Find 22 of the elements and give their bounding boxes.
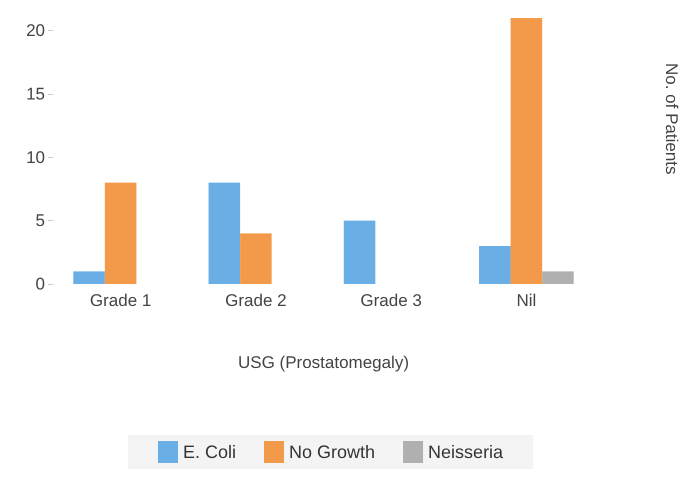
x-axis-title: USG (Prostatomegaly)	[238, 353, 409, 372]
legend-label: Neisseria	[428, 442, 504, 462]
bar	[208, 182, 240, 284]
legend-label: No Growth	[289, 442, 376, 462]
x-tick-label: Grade 2	[225, 291, 287, 310]
y-axis-title: No. of Patients	[662, 63, 681, 175]
x-tick-label: Grade 1	[90, 291, 152, 310]
bar	[479, 246, 511, 284]
y-tick-label: 5	[36, 211, 45, 230]
bar	[542, 271, 574, 284]
x-tick-label: Grade 3	[360, 291, 422, 310]
bar	[240, 233, 272, 284]
y-tick-label: 0	[36, 274, 45, 294]
y-tick-label: 15	[26, 84, 45, 104]
bar	[104, 182, 136, 284]
x-tick-label: Nil	[516, 291, 536, 310]
bar	[73, 271, 105, 284]
bar	[510, 18, 542, 284]
legend-label: E. Coli	[183, 442, 236, 462]
bar	[344, 220, 376, 284]
y-tick-label: 10	[26, 148, 45, 167]
y-tick-label: 20	[26, 21, 45, 40]
